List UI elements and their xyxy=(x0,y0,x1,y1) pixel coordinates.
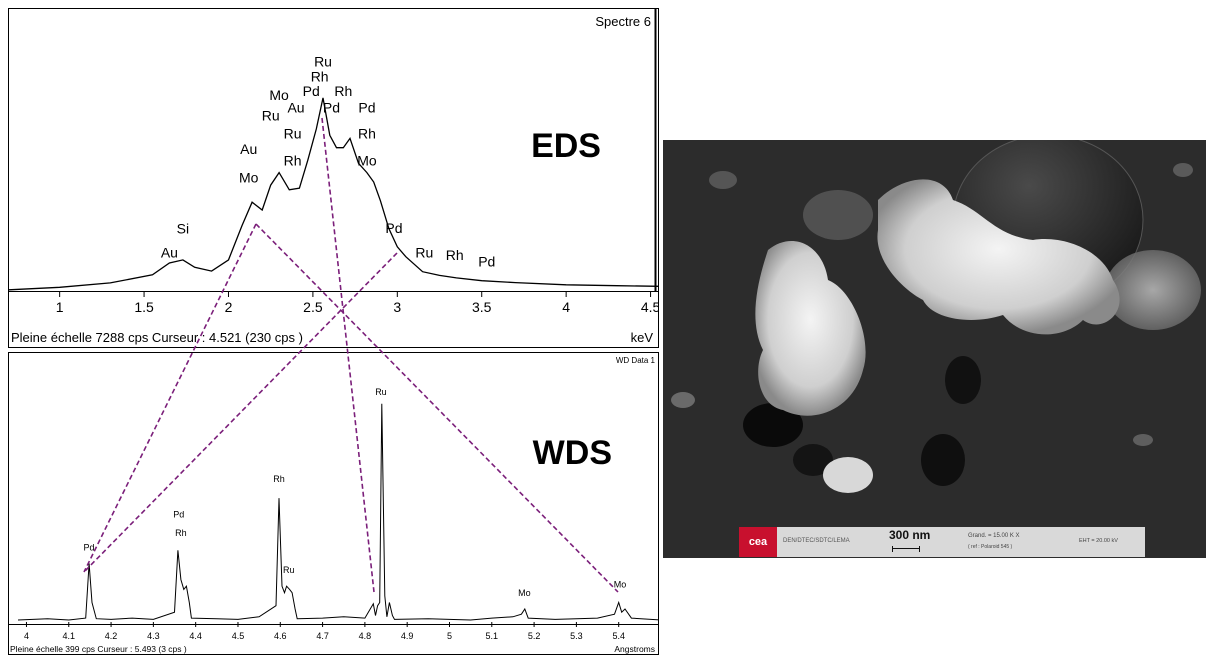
eds-spectrum-line xyxy=(8,97,659,291)
sem-lab-name: DEN/DTEC/SDTC/LEMA xyxy=(783,538,850,544)
eds-peak-label: Si xyxy=(177,220,189,236)
wds-x-unit: Angstroms xyxy=(614,644,655,654)
wds-x-tick-label: 5 xyxy=(447,631,452,641)
eds-x-tick-label: 3 xyxy=(393,299,401,315)
eds-peak-label: Pd xyxy=(303,83,320,99)
wds-x-tick-label: 4.9 xyxy=(401,631,414,641)
wds-x-tick-label: 5.1 xyxy=(486,631,499,641)
wds-plot-area: Pd Pd Rh Rh Ru Ru Mo Mo xyxy=(17,387,659,621)
link-mo-line xyxy=(255,223,619,593)
peak-correlation-lines xyxy=(83,117,619,593)
wds-spectrum-line xyxy=(17,403,659,621)
wds-peak-label: Mo xyxy=(614,579,627,589)
wds-label: WDS xyxy=(533,434,612,472)
wds-peak-label: Mo xyxy=(518,588,531,598)
wds-peak-label: Rh xyxy=(175,528,187,538)
wds-spectrum-panel: WD Data 1 WDS Pd Pd Rh Rh Ru Ru Mo Mo 4 4.1 4.2 4.… xyxy=(8,352,659,655)
eds-x-tick-label: 1.5 xyxy=(134,299,154,315)
wds-peak-label: Pd xyxy=(173,510,184,520)
eds-peak-label: Pd xyxy=(358,100,375,116)
wds-x-tick-label: 4.7 xyxy=(316,631,329,641)
link-pd-l-line xyxy=(83,252,398,573)
eds-peak-label: Mo xyxy=(239,169,259,185)
eds-peak-label: Rh xyxy=(334,83,352,99)
eds-peak-label: Rh xyxy=(358,126,376,142)
eds-peak-label: Pd xyxy=(385,220,402,236)
eds-peak-label: Rh xyxy=(284,152,302,168)
eds-x-tick-label: 2.5 xyxy=(303,299,323,315)
wds-peak-label: Ru xyxy=(283,565,295,575)
eds-peak-label: Mo xyxy=(269,87,289,103)
eds-peak-label: Ru xyxy=(415,244,433,260)
eds-x-ticks: 1 1.5 2 2.5 3 3.5 4 4.5 xyxy=(56,291,659,315)
eds-x-tick-label: 3.5 xyxy=(472,299,492,315)
eds-peak-label: Ru xyxy=(262,107,280,123)
wds-x-tick-label: 5.3 xyxy=(570,631,583,641)
eds-peak-label: Au xyxy=(240,141,257,157)
eds-x-unit: keV xyxy=(631,330,654,345)
wds-x-ticks: 4 4.1 4.2 4.3 4.4 4.5 4.6 4.7 4.8 4.9 5 5.1 5.2 5.3 5.… xyxy=(24,622,625,641)
eds-x-tick-label: 4 xyxy=(562,299,570,315)
sem-scale-bar xyxy=(892,546,920,552)
sem-scale-label: 300 nm xyxy=(889,528,931,542)
wds-x-tick-label: 5.4 xyxy=(612,631,625,641)
sem-image xyxy=(663,140,1206,558)
eds-x-tick-label: 2 xyxy=(225,299,233,315)
sem-info-bar: cea DEN/DTEC/SDTC/LEMA 300 nm Grand. = 1… xyxy=(739,527,1145,557)
wds-x-tick-label: 4.4 xyxy=(189,631,202,641)
link-pd-line xyxy=(83,223,257,573)
sem-micrograph: cea DEN/DTEC/SDTC/LEMA 300 nm Grand. = 1… xyxy=(663,140,1206,558)
eds-label: EDS xyxy=(531,127,601,165)
eds-x-tick-label: 4.5 xyxy=(641,299,659,315)
eds-peak-label: Pd xyxy=(323,100,340,116)
wds-x-tick-label: 4.1 xyxy=(63,631,76,641)
sem-magnification: Grand. = 15.00 K X xyxy=(968,533,1020,539)
wds-peak-label: Pd xyxy=(84,542,95,552)
wds-x-tick-label: 4 xyxy=(24,631,29,641)
wds-x-tick-label: 4.3 xyxy=(147,631,160,641)
eds-peak-label: Rh xyxy=(311,68,329,84)
eds-peak-label: Pd xyxy=(478,254,495,270)
wds-peak-label: Rh xyxy=(273,474,285,484)
sem-reference: ( ref : Polaroid 545 ) xyxy=(968,544,1013,550)
eds-peak-label: Mo xyxy=(357,152,377,168)
eds-peak-label: Rh xyxy=(446,247,464,263)
cea-logo: cea xyxy=(739,527,777,557)
eds-peak-label: Au xyxy=(287,100,304,116)
link-ru-line xyxy=(321,117,375,593)
wds-x-tick-label: 4.8 xyxy=(359,631,372,641)
wds-status: Pleine échelle 399 cps Curseur : 5.493 (… xyxy=(10,644,187,654)
wds-frame xyxy=(8,352,659,655)
wds-x-tick-label: 4.2 xyxy=(105,631,118,641)
eds-peak-label: Ru xyxy=(284,126,302,142)
wds-x-tick-label: 4.5 xyxy=(232,631,245,641)
sem-eht: EHT = 20.00 kV xyxy=(1079,538,1118,544)
eds-peak-label: Ru xyxy=(314,54,332,70)
wds-x-tick-label: 5.2 xyxy=(528,631,541,641)
wds-peak-label: Ru xyxy=(375,387,387,397)
eds-x-tick-label: 1 xyxy=(56,299,64,315)
wds-title: WD Data 1 xyxy=(616,356,656,365)
eds-peak-label: Au xyxy=(161,244,178,260)
eds-title: Spectre 6 xyxy=(595,14,651,29)
wds-x-tick-label: 4.6 xyxy=(274,631,287,641)
eds-status: Pleine échelle 7288 cps Curseur : 4.521 … xyxy=(11,330,303,345)
